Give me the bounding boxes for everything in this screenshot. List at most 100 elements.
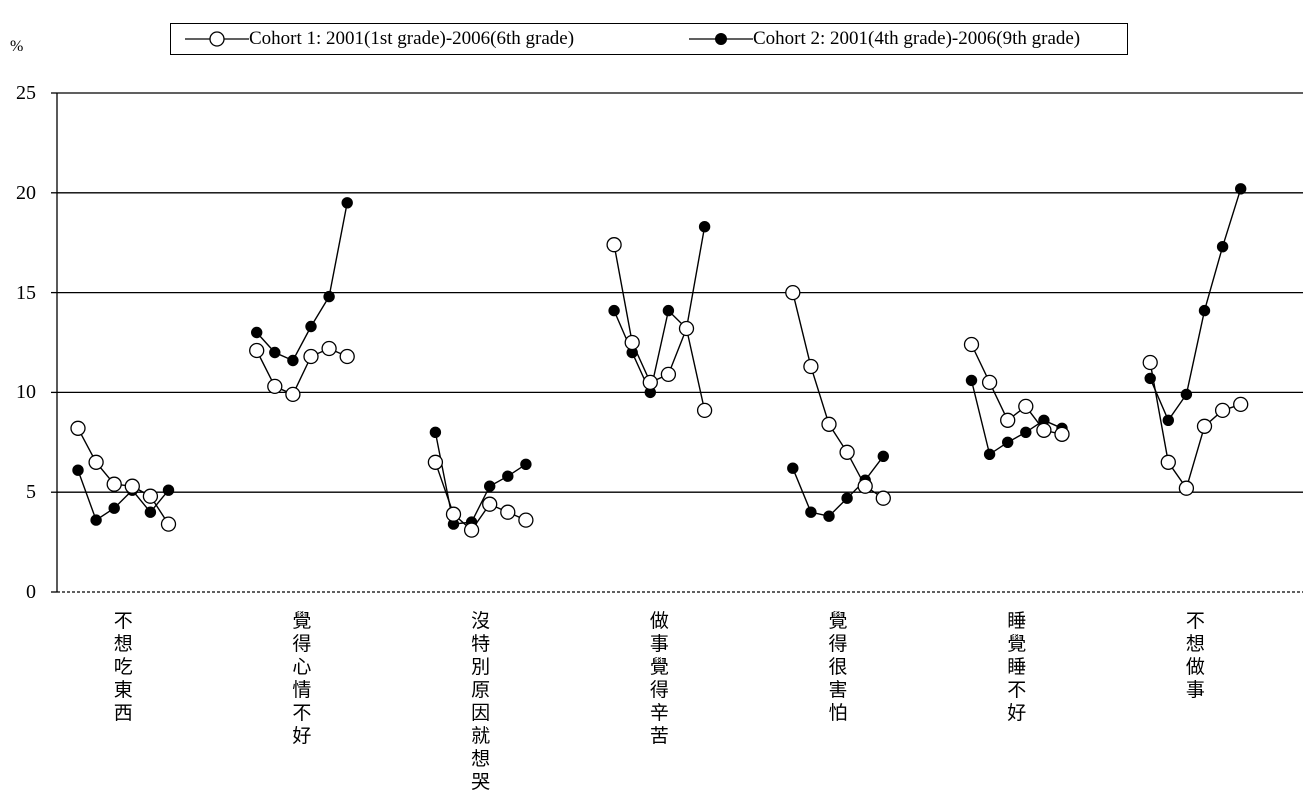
data-point [429, 426, 442, 438]
data-point [624, 334, 640, 351]
data-point [251, 326, 263, 339]
data-point [1144, 372, 1156, 385]
y-tick-label: 20 [16, 181, 36, 204]
data-point [698, 221, 711, 233]
data-point [841, 492, 853, 504]
x-category-label: 不想吃東西 [113, 610, 133, 724]
data-point [823, 510, 835, 522]
y-tick-label: 5 [26, 481, 36, 504]
data-point [445, 506, 462, 522]
data-point [965, 374, 978, 387]
x-category-label: 覺得很害怕 [828, 610, 848, 724]
data-point [502, 470, 514, 482]
data-point [323, 290, 335, 303]
data-point [785, 284, 801, 301]
series-2-markers [72, 183, 1247, 530]
series-2-line-group-7 [1149, 188, 1242, 422]
data-point [1142, 354, 1158, 371]
data-point [983, 448, 996, 460]
series-1-line-group-7 [1149, 362, 1241, 490]
data-point [90, 514, 102, 526]
data-point [1018, 398, 1034, 415]
legend: Cohort 1: 2001(1st grade)-2006(6th grade… [170, 23, 1128, 55]
data-point [341, 197, 353, 209]
data-point [482, 496, 498, 512]
data-point [660, 366, 677, 383]
data-point [1002, 436, 1014, 448]
data-point [162, 484, 175, 496]
grid-lines [57, 92, 1303, 493]
series-layer [70, 183, 1249, 538]
data-point [678, 320, 695, 337]
y-tick-label: 25 [16, 82, 36, 104]
data-point [1235, 183, 1247, 195]
data-point [1000, 412, 1016, 428]
data-point [339, 348, 355, 365]
y-tick-label: 15 [16, 281, 36, 304]
data-point [1178, 480, 1195, 496]
data-point [518, 512, 534, 528]
data-point [803, 358, 819, 375]
x-category-label: 沒特別原因就想哭 [471, 610, 491, 793]
axes [51, 92, 1303, 593]
data-point [520, 458, 532, 470]
data-point [857, 478, 873, 494]
legend-label-cohort-2: Cohort 2: 2001(4th grade)-2006(9th grade… [753, 28, 1081, 49]
data-point [1216, 241, 1229, 253]
data-point [463, 522, 480, 538]
series-2-line-group-2 [256, 202, 348, 362]
data-point [1198, 304, 1211, 317]
legend-entry-cohort-2: Cohort 2: 2001(4th grade)-2006(9th grade… [689, 24, 1080, 54]
data-point [106, 476, 122, 492]
data-point [1160, 454, 1176, 470]
legend-swatch-filled-circle [689, 33, 753, 45]
data-point [981, 374, 998, 391]
data-point [285, 386, 301, 403]
data-point [305, 320, 317, 333]
data-point [608, 304, 620, 317]
data-point [1214, 402, 1231, 419]
data-point [805, 506, 817, 518]
data-point [88, 454, 104, 470]
legend-swatch-open-circle [185, 31, 249, 47]
data-point [484, 480, 496, 492]
legend-entry-cohort-1: Cohort 1: 2001(1st grade)-2006(6th grade… [185, 24, 574, 54]
data-point [821, 416, 837, 432]
data-point [267, 378, 283, 395]
data-point [269, 346, 281, 359]
data-point [662, 304, 675, 317]
x-category-label: 覺得心情不好 [292, 610, 312, 747]
x-category-label: 睡覺睡不好 [1007, 610, 1027, 724]
data-point [144, 506, 157, 518]
data-point [72, 464, 84, 476]
data-point [303, 348, 319, 365]
data-point [1036, 422, 1052, 438]
series-1-line-group-5 [792, 292, 884, 499]
data-point [1233, 396, 1249, 413]
data-point [1162, 414, 1175, 426]
series-2-line-group-4 [613, 226, 706, 395]
data-point [1196, 418, 1213, 434]
data-point [70, 420, 86, 436]
x-category-label: 做事覺得辛苦 [649, 610, 669, 747]
data-point [287, 354, 299, 367]
data-point [500, 504, 516, 520]
data-point [877, 450, 889, 462]
y-tick-label: 10 [16, 381, 36, 404]
series-1 [77, 244, 1241, 532]
series-1-markers [70, 237, 1249, 538]
data-point [1180, 388, 1193, 401]
data-point [249, 342, 265, 359]
data-point [108, 502, 120, 514]
data-point [839, 444, 855, 460]
data-point [1020, 426, 1032, 438]
x-category-label: 不想做事 [1185, 610, 1205, 701]
data-point [124, 478, 140, 494]
y-tick-label: 0 [26, 581, 36, 603]
data-point [642, 374, 658, 391]
data-point [696, 402, 713, 419]
data-point [142, 488, 159, 504]
data-point [875, 490, 891, 506]
data-point [1054, 426, 1070, 442]
